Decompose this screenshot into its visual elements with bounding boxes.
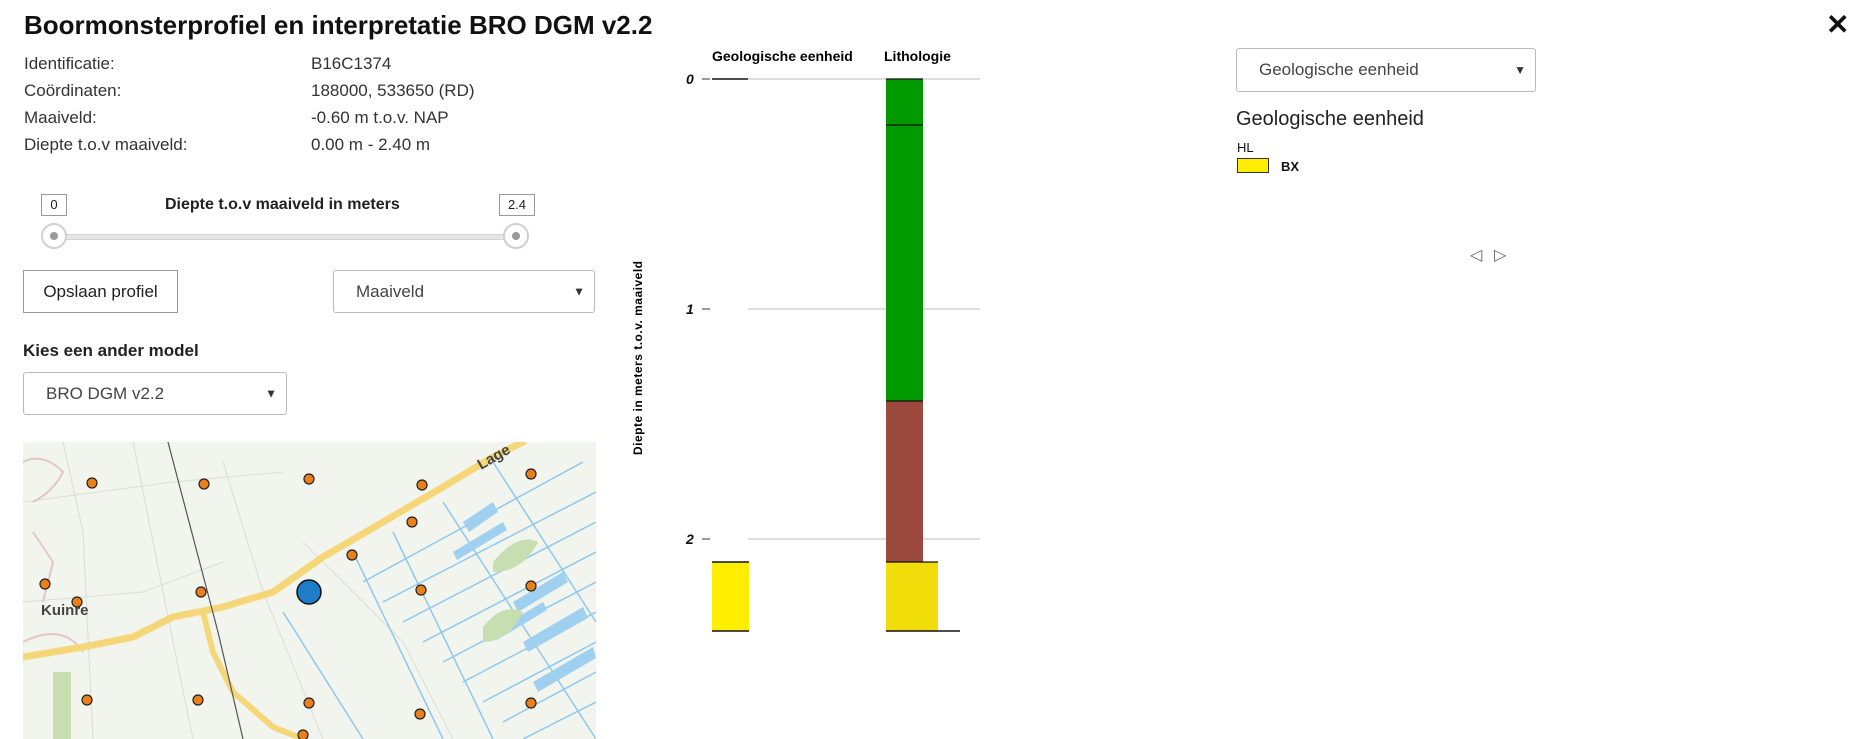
borehole-profile-chart: Geologische eenheid Lithologie Diepte in…: [631, 48, 980, 632]
info-label: Identificatie:: [24, 54, 115, 73]
info-row-diepte: Diepte t.o.v maaiveld: 0.00 m - 2.40 m: [24, 131, 584, 158]
legend-group-label: HL: [1237, 140, 1254, 155]
depth-tick-label: 0: [686, 71, 694, 87]
lithologie-layer: [886, 125, 923, 401]
save-profile-button[interactable]: Opslaan profiel: [23, 270, 178, 313]
model-select-value: BRO DGM v2.2: [46, 384, 165, 403]
borehole-marker[interactable]: [346, 549, 358, 561]
borehole-marker[interactable]: [81, 694, 93, 706]
info-label: Coördinaten:: [24, 81, 122, 100]
borehole-marker[interactable]: [416, 479, 428, 491]
close-icon[interactable]: ✕: [1826, 9, 1850, 40]
geologische-eenheid-layer: [712, 562, 749, 631]
slider-min-value: 0: [41, 194, 67, 216]
previous-arrow-icon[interactable]: ◁: [1470, 247, 1483, 264]
info-label: Diepte t.o.v maaiveld:: [24, 135, 188, 154]
borehole-marker[interactable]: [303, 697, 315, 709]
depth-axis-label: Diepte in meters t.o.v. maaiveld: [631, 260, 645, 455]
lithologie-layer: [886, 79, 923, 125]
selected-borehole-marker[interactable]: [296, 579, 322, 605]
lithologie-layer: [886, 401, 923, 562]
legend-item-label: BX: [1281, 159, 1300, 174]
location-map[interactable]: Kuinre Lage: [23, 442, 596, 739]
borehole-marker[interactable]: [303, 473, 315, 485]
map-canvas[interactable]: Kuinre Lage: [23, 442, 596, 739]
borehole-marker[interactable]: [192, 694, 204, 706]
borehole-marker[interactable]: [525, 697, 537, 709]
borehole-marker[interactable]: [86, 477, 98, 489]
legend-type-value: Geologische eenheid: [1259, 60, 1419, 79]
dropdown-arrow-icon: ▼: [573, 284, 585, 298]
depth-slider-min-handle[interactable]: [41, 223, 67, 249]
borehole-marker[interactable]: [415, 584, 427, 596]
borehole-marker[interactable]: [195, 586, 207, 598]
borehole-marker[interactable]: [198, 478, 210, 490]
slider-max-value: 2.4: [499, 194, 535, 216]
column-header-lithologie: Lithologie: [884, 48, 951, 64]
slider-title: Diepte t.o.v maaiveld in meters: [165, 196, 400, 213]
dropdown-arrow-icon: ▼: [265, 386, 277, 400]
borehole-marker[interactable]: [39, 578, 51, 590]
borehole-marker[interactable]: [406, 516, 418, 528]
depth-slider-track[interactable]: [55, 234, 518, 240]
legend-type-select[interactable]: Geologische eenheid ▼: [1236, 48, 1536, 92]
borehole-info: Identificatie: B16C1374 Coördinaten: 188…: [24, 50, 584, 158]
depth-tick-label: 2: [685, 531, 694, 547]
next-arrow-icon[interactable]: ▷: [1494, 247, 1507, 264]
legend-swatch-bx: [1237, 158, 1269, 173]
depth-tick-label: 1: [686, 301, 694, 317]
info-value: 0.00 m - 2.40 m: [311, 135, 431, 154]
lithologie-layer: [886, 562, 938, 631]
borehole-marker[interactable]: [525, 580, 537, 592]
reference-level-select[interactable]: Maaiveld ▼: [333, 270, 595, 313]
info-value: 188000, 533650 (RD): [311, 81, 475, 100]
legend-title: Geologische eenheid: [1236, 108, 1424, 130]
model-select[interactable]: BRO DGM v2.2 ▼: [23, 372, 287, 415]
borehole-marker[interactable]: [297, 729, 309, 739]
model-heading: Kies een ander model: [23, 341, 199, 360]
dropdown-arrow-icon: ▼: [1514, 63, 1526, 77]
info-label: Maaiveld:: [24, 108, 97, 127]
info-row-coordinaten: Coördinaten: 188000, 533650 (RD): [24, 77, 584, 104]
info-row-maaiveld: Maaiveld: -0.60 m t.o.v. NAP: [24, 104, 584, 131]
info-value: -0.60 m t.o.v. NAP: [311, 108, 449, 127]
borehole-marker[interactable]: [71, 596, 83, 608]
borehole-marker[interactable]: [525, 468, 537, 480]
info-value: B16C1374: [311, 54, 392, 73]
borehole-marker[interactable]: [414, 708, 426, 720]
page-title: Boormonsterprofiel en interpretatie BRO …: [24, 10, 653, 40]
info-row-identificatie: Identificatie: B16C1374: [24, 50, 584, 77]
depth-slider-max-handle[interactable]: [503, 223, 529, 249]
reference-level-value: Maaiveld: [356, 282, 425, 301]
column-header-geologische-eenheid: Geologische eenheid: [712, 48, 853, 64]
